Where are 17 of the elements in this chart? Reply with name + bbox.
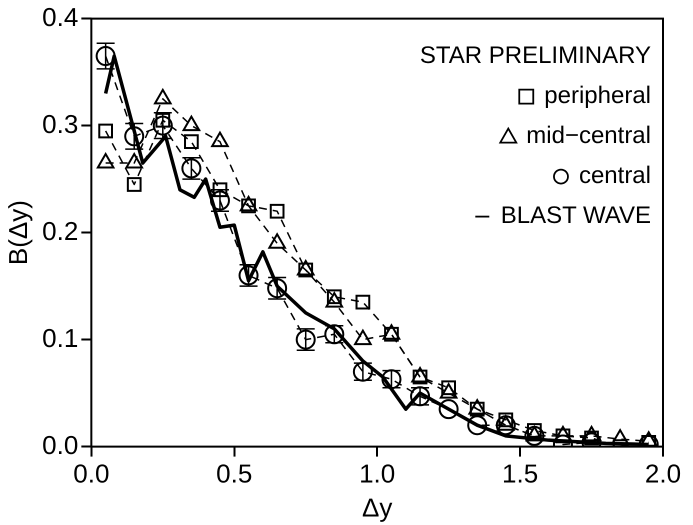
y-tick-label: 0.0 [42,430,78,460]
y-axis-title: B(Δy) [2,200,33,266]
x-tick-label: 0.5 [216,458,252,488]
y-tick-label: 0.3 [42,108,78,139]
x-tick-label: 2.0 [644,458,682,488]
x-axis-title: Δy [362,492,392,523]
y-tick-label: 0.1 [42,322,78,353]
x-tick-label: 1.0 [359,458,396,488]
legend-label: central [578,162,651,190]
x-tick-label: 0.0 [73,458,110,488]
y-tick-label: 0.4 [42,2,78,32]
y-tick-label: 0.2 [42,216,78,246]
legend-label: BLAST WAVE [500,202,651,230]
annotation: STAR PRELIMINARY [420,42,651,70]
legend-label: mid−central [526,122,651,150]
legend-label: peripheral [544,82,651,110]
x-tick-label: 1.5 [502,458,538,488]
